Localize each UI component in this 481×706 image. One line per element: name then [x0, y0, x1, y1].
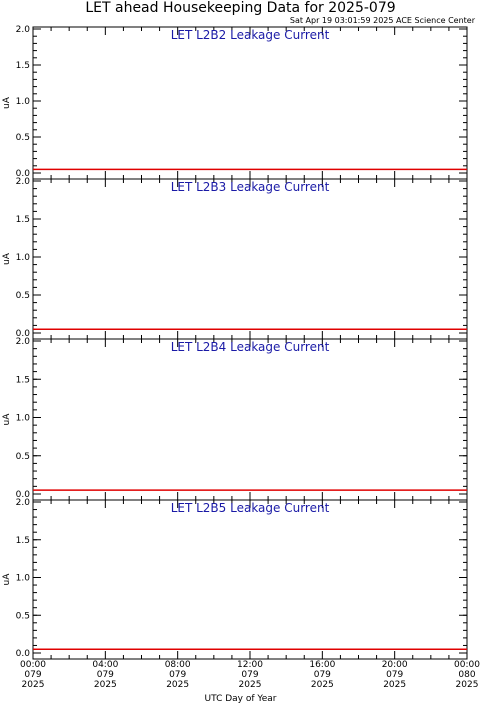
x-tick-label: 2025 [311, 680, 334, 690]
x-tick-label: 2025 [166, 680, 189, 690]
x-axis-title: UTC Day of Year [204, 694, 277, 704]
y-tick-label: 1.5 [16, 61, 30, 71]
panel-frame [32, 26, 468, 180]
y-tick-label: 1.0 [16, 574, 31, 584]
y-axis-label: uA [2, 96, 12, 109]
y-tick-label: 1.5 [16, 536, 30, 546]
x-tick-label: 2025 [456, 680, 479, 690]
y-tick-label: 0.0 [16, 490, 31, 500]
panel-title: LET L2B5 Leakage Current [171, 501, 330, 515]
x-tick-label: 00:00 [20, 660, 46, 670]
x-tick-label: 080 [458, 670, 475, 680]
x-tick-label: 2025 [239, 680, 262, 690]
y-axis-label: uA [2, 252, 12, 265]
y-tick-label: 0.5 [16, 291, 30, 301]
panel-title: LET L2B4 Leakage Current [171, 340, 330, 354]
x-tick-label: 079 [97, 670, 114, 680]
panel-title: LET L2B2 Leakage Current [171, 28, 330, 42]
y-tick-label: 2.0 [16, 25, 31, 35]
y-tick-label: 0.5 [16, 611, 30, 621]
y-tick-label: 1.5 [16, 215, 30, 225]
x-tick-label: 2025 [383, 680, 406, 690]
x-tick-label: 12:00 [237, 660, 263, 670]
x-tick-label: 2025 [94, 680, 117, 690]
y-axis-label: uA [2, 573, 12, 586]
y-tick-label: 0.5 [16, 452, 30, 462]
y-tick-label: 0.0 [16, 169, 31, 179]
y-tick-label: 0.0 [16, 329, 31, 339]
x-tick-label: 08:00 [165, 660, 191, 670]
panel-frame [32, 499, 468, 660]
x-tick-label: 16:00 [309, 660, 335, 670]
panel-title: LET L2B3 Leakage Current [171, 180, 330, 194]
y-tick-label: 2.0 [16, 498, 31, 508]
x-tick-label: 079 [386, 670, 403, 680]
y-tick-label: 2.0 [16, 337, 31, 347]
y-tick-label: 0.0 [16, 649, 31, 659]
y-tick-label: 1.5 [16, 375, 30, 385]
x-tick-label: 00:00 [454, 660, 480, 670]
y-tick-label: 1.0 [16, 414, 31, 424]
y-axis-label: uA [2, 413, 12, 426]
x-tick-label: 079 [24, 670, 41, 680]
y-tick-label: 2.0 [16, 177, 31, 187]
y-tick-label: 1.0 [16, 97, 31, 107]
panel-frame [32, 338, 468, 501]
y-tick-label: 0.5 [16, 133, 30, 143]
x-tick-label: 079 [314, 670, 331, 680]
x-tick-label: 079 [169, 670, 186, 680]
panel-frame [32, 178, 468, 340]
page-title: LET ahead Housekeeping Data for 2025-079 [85, 0, 396, 16]
x-tick-label: 2025 [22, 680, 45, 690]
x-tick-label: 079 [241, 670, 258, 680]
y-tick-label: 1.0 [16, 253, 31, 263]
x-tick-label: 20:00 [382, 660, 408, 670]
timestamp: Sat Apr 19 03:01:59 2025 ACE Science Cen… [289, 16, 475, 25]
x-tick-label: 04:00 [92, 660, 118, 670]
